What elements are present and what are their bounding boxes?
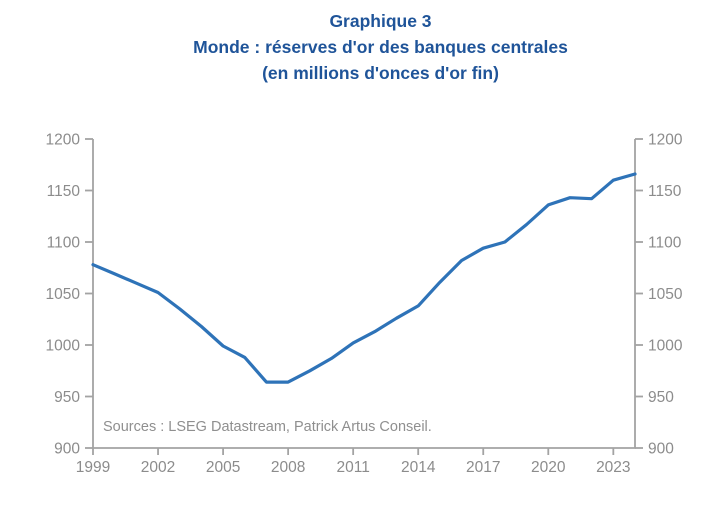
gold-reserves-series-line [91,172,637,384]
y-axis-tick-label-right: 950 [648,389,674,406]
y-axis-tick-label-right: 1100 [648,235,682,252]
chart-title-block: Graphique 3 Monde : réserves d'or des ba… [42,8,719,86]
y-axis-tick-label-left: 900 [54,441,80,458]
chart-title-line1: Graphique 3 [329,11,432,31]
x-axis-tick-label: 2011 [336,459,369,476]
x-axis-tick-label: 2005 [206,459,240,476]
y-axis-tick-label-left: 1050 [46,286,81,303]
y-axis-tick-label-left: 1200 [46,132,81,149]
x-axis-tick-label: 2020 [531,459,566,476]
y-axis-tick-label-left: 1000 [46,338,81,355]
x-axis-tick-label: 2002 [141,459,175,476]
chart-title-line2: Monde : réserves d'or des banques centra… [193,37,568,57]
source-note: Sources : LSEG Datastream, Patrick Artus… [103,419,432,435]
y-axis-tick-label-right: 1000 [648,338,683,355]
x-axis-tick-label: 2014 [401,459,436,476]
x-axis-tick-label: 2008 [271,459,305,476]
y-axis-tick-label-right: 1050 [648,286,683,303]
y-axis-tick-label-left: 1150 [47,183,81,200]
x-axis-tick-label: 1999 [76,459,110,476]
y-axis-tick-label-right: 900 [648,441,674,458]
y-axis-tick-label-left: 1100 [47,235,81,252]
y-axis-tick-label-left: 950 [54,389,80,406]
x-axis-tick-label: 2017 [466,459,500,476]
x-axis-tick-label: 2023 [596,459,630,476]
chart-title-line3: (en millions d'onces d'or fin) [262,63,499,83]
y-axis-tick-label-right: 1150 [648,183,682,200]
y-axis-tick-label-right: 1200 [648,132,683,149]
